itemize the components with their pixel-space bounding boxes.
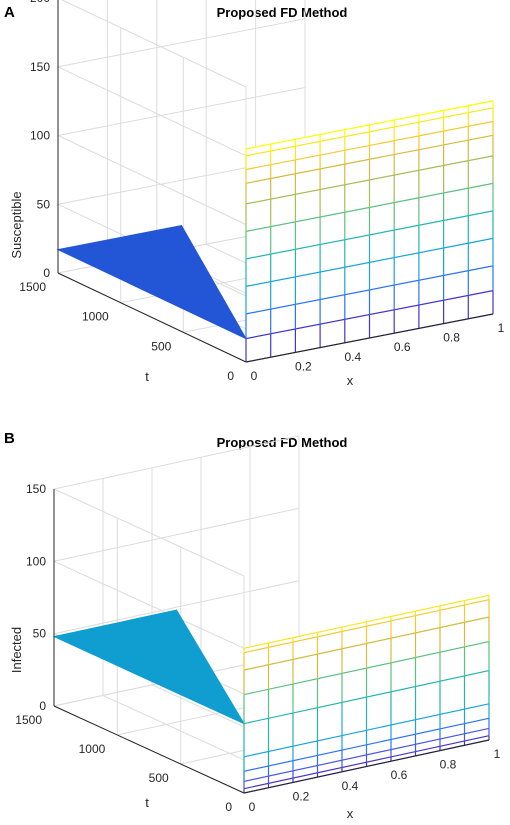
z-tick-label: 0 (43, 266, 50, 280)
z-tick-label: 150 (26, 482, 46, 496)
x-axis-label-a: x (347, 373, 354, 388)
axes-b (53, 489, 490, 794)
x-tick-label: 0.4 (344, 350, 361, 364)
t-tick-label: 500 (149, 771, 169, 785)
t-tick-label: 500 (151, 339, 171, 353)
x-tick-labels-a: 0 0.2 0.4 0.6 0.8 1 (251, 321, 505, 383)
t-tick-labels-a: 0 500 1000 1500 (19, 280, 234, 383)
axes-a (57, 0, 494, 363)
z-tick-label: 100 (26, 554, 46, 568)
x-axis-line (245, 313, 494, 363)
x-tick-label: 0.4 (342, 779, 359, 793)
side-wall-grid-line (61, 0, 247, 88)
z-axis-label-b: Infected (9, 627, 24, 673)
panel-b: B Proposed FD Method 0 50 100 150 0 500 1000 1… (4, 430, 501, 821)
x-tick-label: 0.2 (295, 359, 312, 373)
front-wall-contour-line (245, 100, 494, 150)
side-wall-grid-line (57, 66, 247, 157)
x-tick-label: 0.8 (443, 331, 460, 345)
z-tick-label: 50 (37, 197, 51, 211)
panel-letter-b: B (4, 430, 15, 447)
plateau-surface (56, 225, 248, 340)
t-axis-label-a: t (145, 369, 149, 384)
side-wall-grid-line (53, 560, 245, 649)
t-axis-line (57, 272, 247, 363)
chart-title-a: Proposed FD Method (217, 5, 348, 20)
x-tick-label: 1 (498, 321, 505, 335)
t-axis-label-b: t (145, 795, 149, 810)
x-tick-label: 0.2 (293, 789, 310, 803)
z-tick-label: 0 (39, 699, 46, 713)
z-tick-label: 100 (30, 129, 50, 143)
x-tick-label: 0.6 (394, 340, 411, 354)
t-tick-label: 1500 (19, 280, 46, 294)
surface-a (56, 100, 494, 363)
side-wall-grid-line (57, 135, 247, 225)
back-wall-grid-line (53, 580, 300, 635)
panel-letter-a: A (4, 4, 15, 21)
plateau-surface (52, 609, 246, 725)
z-tick-label: 150 (30, 60, 50, 74)
t-tick-label: 1500 (15, 713, 42, 727)
t-axis-line (53, 705, 245, 794)
x-tick-label: 0 (249, 800, 256, 814)
t-tick-label: 1000 (82, 310, 109, 324)
t-tick-label: 0 (227, 369, 234, 383)
x-tick-label: 0.6 (391, 768, 408, 782)
t-tick-label: 0 (225, 800, 232, 814)
x-tick-labels-b: 0 0.2 0.4 0.6 0.8 1 (249, 747, 501, 814)
back-wall-grid-line (53, 435, 300, 490)
back-wall-grid-line (57, 87, 306, 136)
t-tick-label: 1000 (79, 742, 106, 756)
side-wall-grid-line (53, 488, 245, 577)
x-tick-label: 0.8 (440, 758, 457, 772)
chart-title-b: Proposed FD Method (217, 435, 348, 450)
back-wall-grid-line (53, 507, 300, 562)
z-tick-labels-b: 0 50 100 150 (26, 482, 46, 713)
back-wall-grid-line (57, 18, 306, 68)
x-tick-label: 0 (251, 369, 258, 383)
x-tick-label: 1 (494, 747, 501, 761)
z-tick-label: 200 (30, 0, 50, 5)
surface-b (52, 594, 490, 794)
z-tick-label: 50 (33, 627, 47, 641)
x-axis-label-b: x (347, 806, 354, 821)
z-tick-labels-a: 0 50 100 150 200 (30, 0, 50, 280)
x-axis-line (243, 739, 490, 794)
panel-a: A Proposed FD Method 050100150200 050010… (4, 0, 505, 388)
t-tick-labels-b: 0 500 1000 1500 (15, 713, 232, 814)
z-axis-label-a: Susceptible (9, 191, 24, 258)
